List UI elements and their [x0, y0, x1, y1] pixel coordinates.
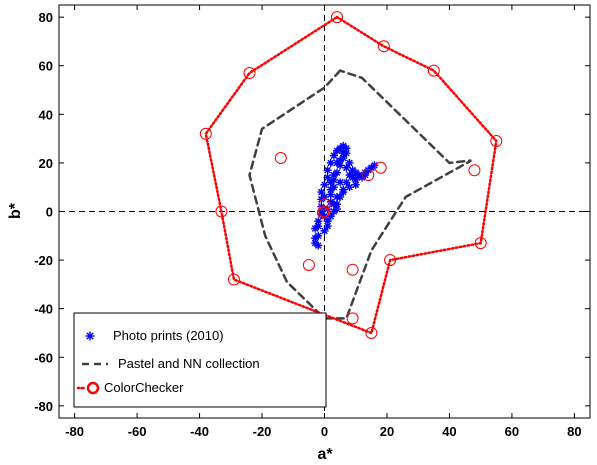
y-tick-label: -60 [34, 350, 53, 365]
photo-print-point [336, 178, 345, 187]
colorchecker-point [199, 127, 212, 140]
legend-label-0: Photo prints (2010) [113, 328, 224, 343]
photo-print-point [314, 222, 323, 231]
colorchecker-point [316, 206, 329, 219]
photo-print-point [329, 171, 338, 180]
colorchecker-point [274, 152, 287, 165]
colorchecker-point [365, 326, 378, 339]
y-tick-label: -40 [34, 302, 53, 317]
colorchecker-point [490, 135, 503, 148]
colorchecker-point [384, 254, 397, 267]
colorchecker-point [362, 169, 375, 182]
x-tick-label: -60 [128, 424, 147, 439]
photo-print-point [329, 151, 338, 160]
photo-print-point [339, 149, 348, 158]
photo-print-point [339, 188, 348, 197]
photo-print-point [332, 205, 341, 214]
colorchecker-point [302, 258, 315, 271]
photo-print-point [320, 226, 329, 235]
colorchecker-point [474, 237, 487, 250]
y-tick-label: 80 [39, 10, 53, 25]
y-tick-label: -80 [34, 399, 53, 414]
legend-box [73, 312, 327, 408]
photo-print-point [332, 192, 341, 201]
y-tick-label: 40 [39, 107, 53, 122]
legend-marker-photo-prints [85, 331, 95, 341]
photo-print-point [370, 161, 379, 170]
legend-label-1: Pastel and NN collection [118, 356, 260, 371]
photo-print-point [323, 166, 332, 175]
colorchecker-point [215, 205, 228, 218]
x-tick-label: 0 [321, 424, 328, 439]
x-tick-label: 80 [567, 424, 581, 439]
colorchecker-point [318, 205, 331, 218]
series-1-outline [248, 69, 472, 320]
colorchecker-point [330, 11, 343, 24]
colorchecker-point [346, 263, 359, 276]
colorchecker-point [346, 312, 359, 325]
colorchecker-point [468, 164, 481, 177]
series-layer [199, 11, 503, 339]
x-tick-label: -40 [190, 424, 209, 439]
photo-print-point [351, 180, 360, 189]
y-tick-label: -20 [34, 253, 53, 268]
x-axis-title: a* [317, 446, 333, 463]
colorchecker-point [427, 64, 440, 77]
photo-print-point [317, 188, 326, 197]
photo-print-point [314, 241, 323, 250]
photo-print-point [311, 234, 320, 243]
colorchecker-point [374, 161, 387, 174]
x-tick-label: 40 [442, 424, 456, 439]
photo-print-point [326, 185, 335, 194]
series-2-outline [204, 15, 498, 335]
colorchecker-point [243, 67, 256, 80]
photo-print-point [336, 156, 345, 165]
y-tick-label: 20 [39, 156, 53, 171]
colorchecker-point [227, 273, 240, 286]
legend-marker-colorchecker-circle [86, 381, 100, 395]
ticks: -80 -60 -40 -20 0 20 40 60 80 -80 -60 -40 -20 0 20 40 60… [34, 5, 590, 439]
x-tick-label: -20 [253, 424, 272, 439]
y-tick-label: 0 [46, 205, 53, 220]
x-tick-label: 20 [380, 424, 394, 439]
y-axis-title: b* [7, 202, 24, 219]
photo-print-point [326, 158, 335, 167]
x-tick-label: -80 [65, 424, 84, 439]
colorchecker-point [318, 198, 331, 211]
photo-print-point [326, 178, 335, 187]
photo-print-point [345, 183, 354, 192]
colorchecker-point [377, 40, 390, 53]
photo-print-point [320, 180, 329, 189]
legend: Photo prints (2010) Pastel and NN collect… [73, 312, 327, 408]
photo-print-point [348, 173, 357, 182]
legend-label-2: ColorChecker [104, 380, 184, 395]
photo-print-point [342, 163, 351, 172]
x-tick-label: 60 [505, 424, 519, 439]
y-tick-label: 60 [39, 59, 53, 74]
photo-print-point [326, 190, 335, 199]
